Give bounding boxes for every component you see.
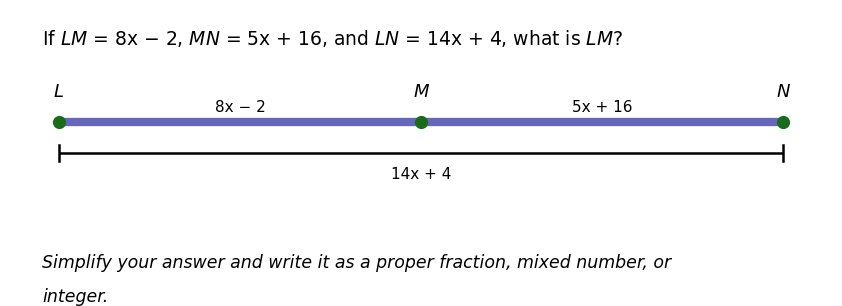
Text: If $LM$ = 8x − 2, $MN$ = 5x + 16, and $LN$ = 14x + 4, what is $LM$?: If $LM$ = 8x − 2, $MN$ = 5x + 16, and $L… <box>42 28 623 49</box>
Text: 8x − 2: 8x − 2 <box>215 100 265 115</box>
Point <box>52 120 66 125</box>
Point <box>776 120 790 125</box>
Text: Simplify your answer and write it as a proper fraction, mixed number, or: Simplify your answer and write it as a p… <box>42 254 671 272</box>
Text: 14x + 4: 14x + 4 <box>391 167 451 182</box>
Point <box>414 120 428 125</box>
Text: 5x + 16: 5x + 16 <box>572 100 632 115</box>
Text: integer.: integer. <box>42 288 109 306</box>
Text: L: L <box>54 83 64 101</box>
Text: N: N <box>776 83 790 101</box>
Text: M: M <box>413 83 429 101</box>
